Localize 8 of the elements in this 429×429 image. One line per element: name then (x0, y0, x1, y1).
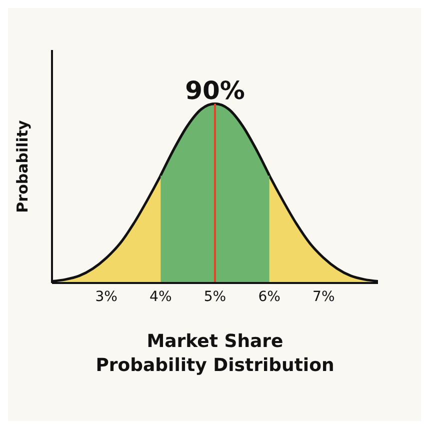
x-tick-label: 7% (312, 288, 335, 305)
x-tick-label: 5% (204, 288, 226, 305)
x-tick-label: 6% (258, 288, 280, 305)
y-axis-title: Probability (13, 120, 32, 213)
x-axis-title: Market Share Probability Distribution (96, 331, 334, 376)
x-tick-label: 4% (150, 288, 172, 305)
annotation: 90% (184, 76, 246, 105)
x-tick-label: 3% (95, 288, 118, 305)
